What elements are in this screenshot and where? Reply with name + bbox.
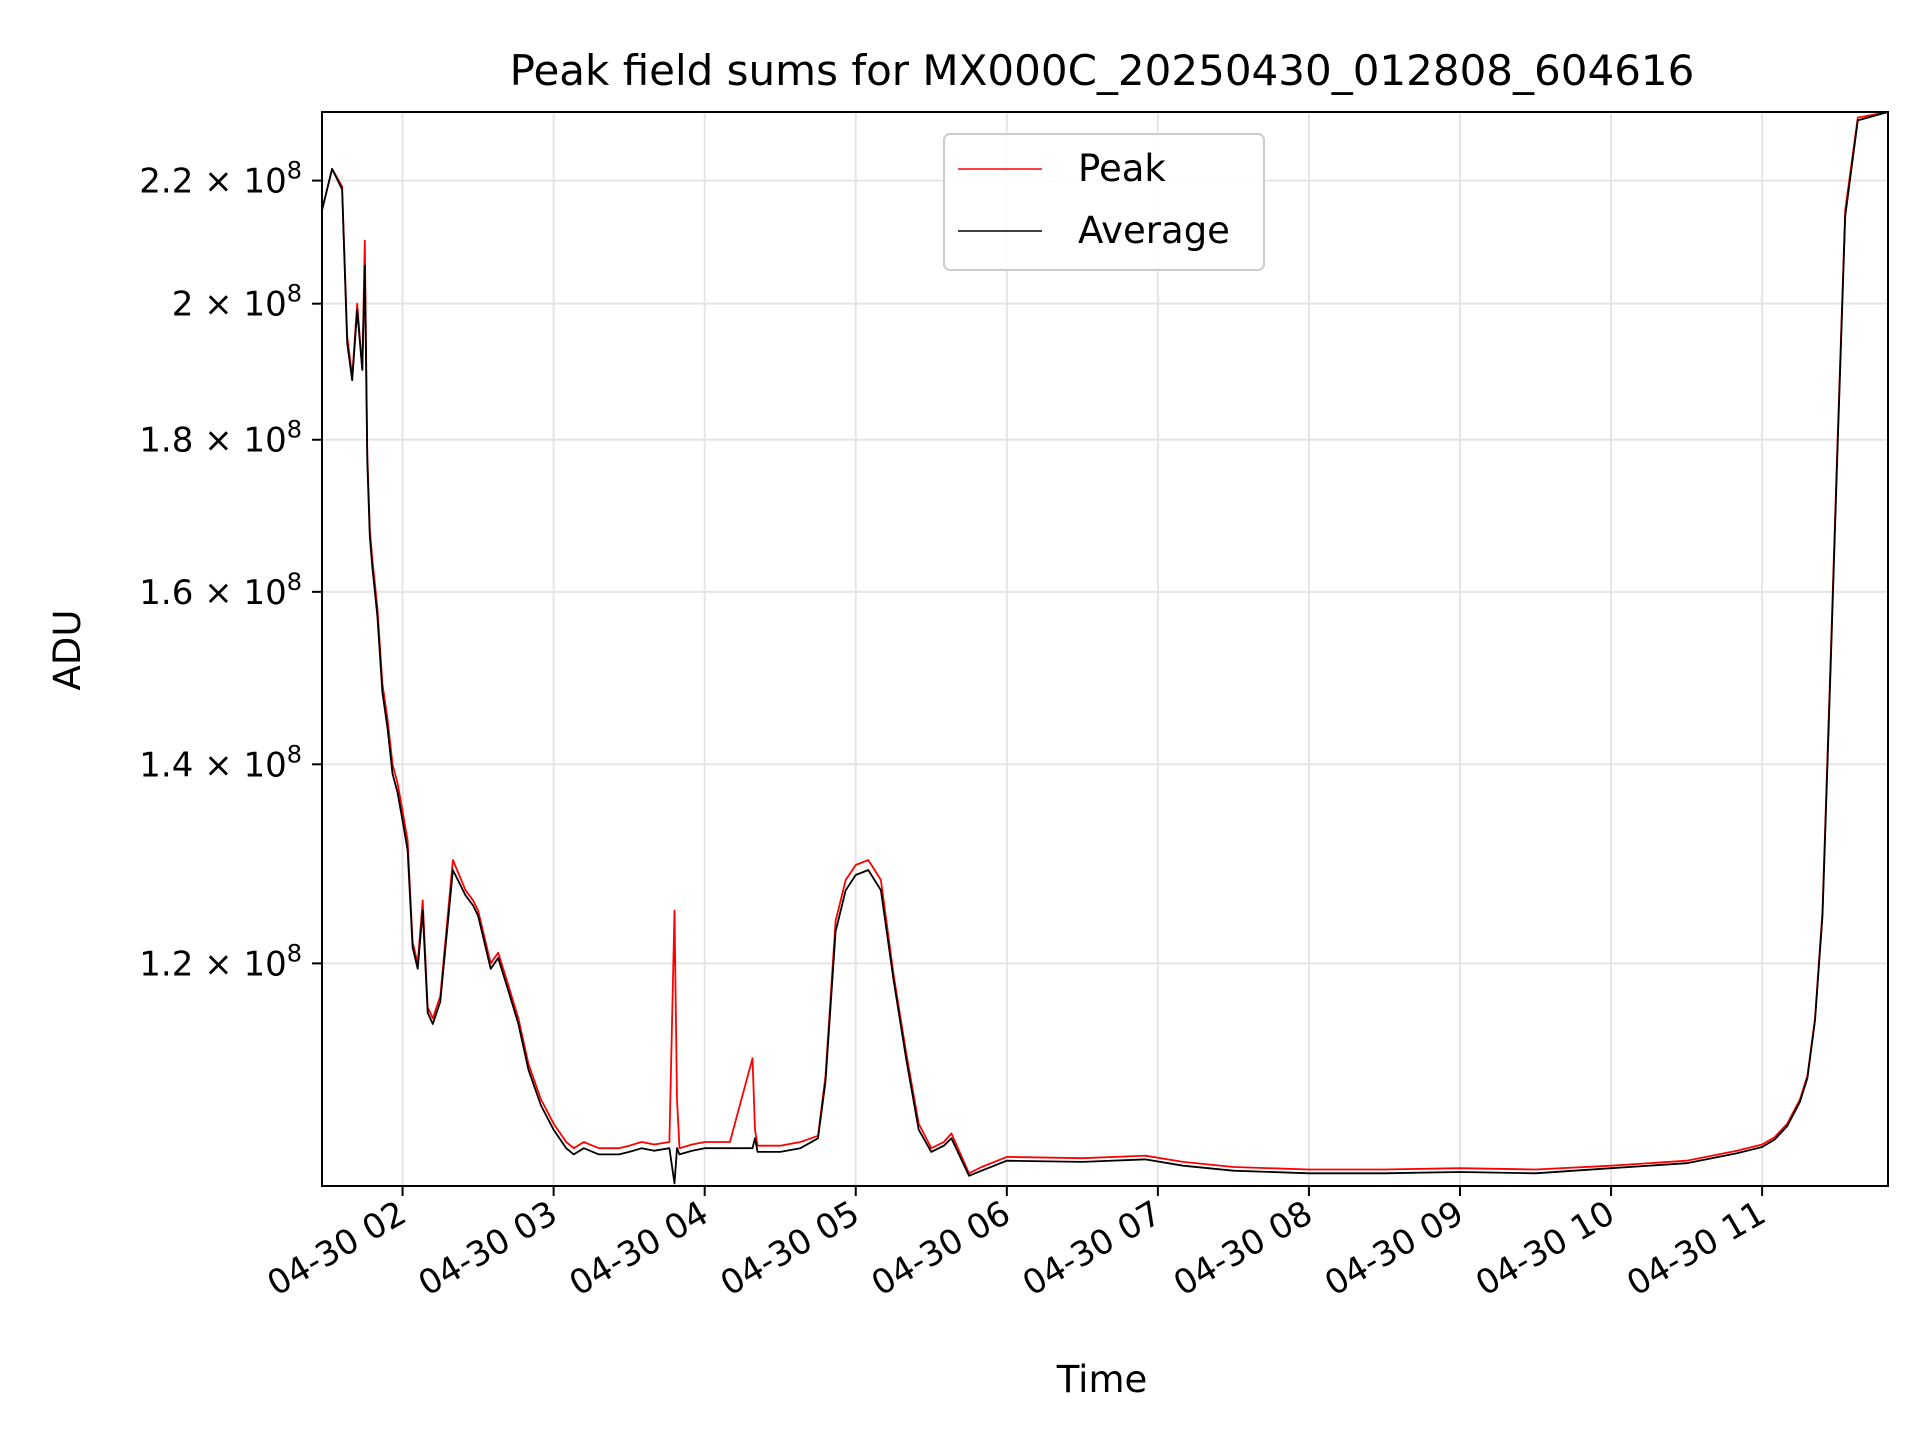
series-layer bbox=[321, 111, 1889, 1185]
legend: Peak Average bbox=[943, 133, 1265, 271]
plot-frame bbox=[321, 111, 1889, 1187]
y-axis-ticks: 1.2 × 108 1.4 × 108 1.6 × 108 1.8 × 108 2 × … bbox=[139, 157, 322, 984]
y-tick-label: 2.2 × 108 bbox=[139, 157, 302, 202]
grid bbox=[322, 112, 1888, 1186]
legend-box bbox=[943, 133, 1265, 271]
chart-title: Peak field sums for MX000C_20250430_0128… bbox=[510, 46, 1695, 95]
y-tick-label: 2 × 108 bbox=[172, 280, 302, 325]
y-tick-label: 1.4 × 108 bbox=[139, 740, 302, 785]
y-axis-label: ADU bbox=[46, 610, 89, 691]
series-line-average bbox=[321, 111, 1889, 1185]
legend-label-peak: Peak bbox=[1078, 147, 1166, 190]
y-tick-label: 1.6 × 108 bbox=[139, 568, 302, 613]
y-tick-label: 1.2 × 108 bbox=[139, 939, 302, 984]
x-axis-label: Time bbox=[1056, 1358, 1148, 1401]
series-line-peak bbox=[321, 111, 1889, 1175]
legend-label-average: Average bbox=[1078, 209, 1230, 252]
y-tick-label: 1.8 × 108 bbox=[139, 416, 302, 461]
